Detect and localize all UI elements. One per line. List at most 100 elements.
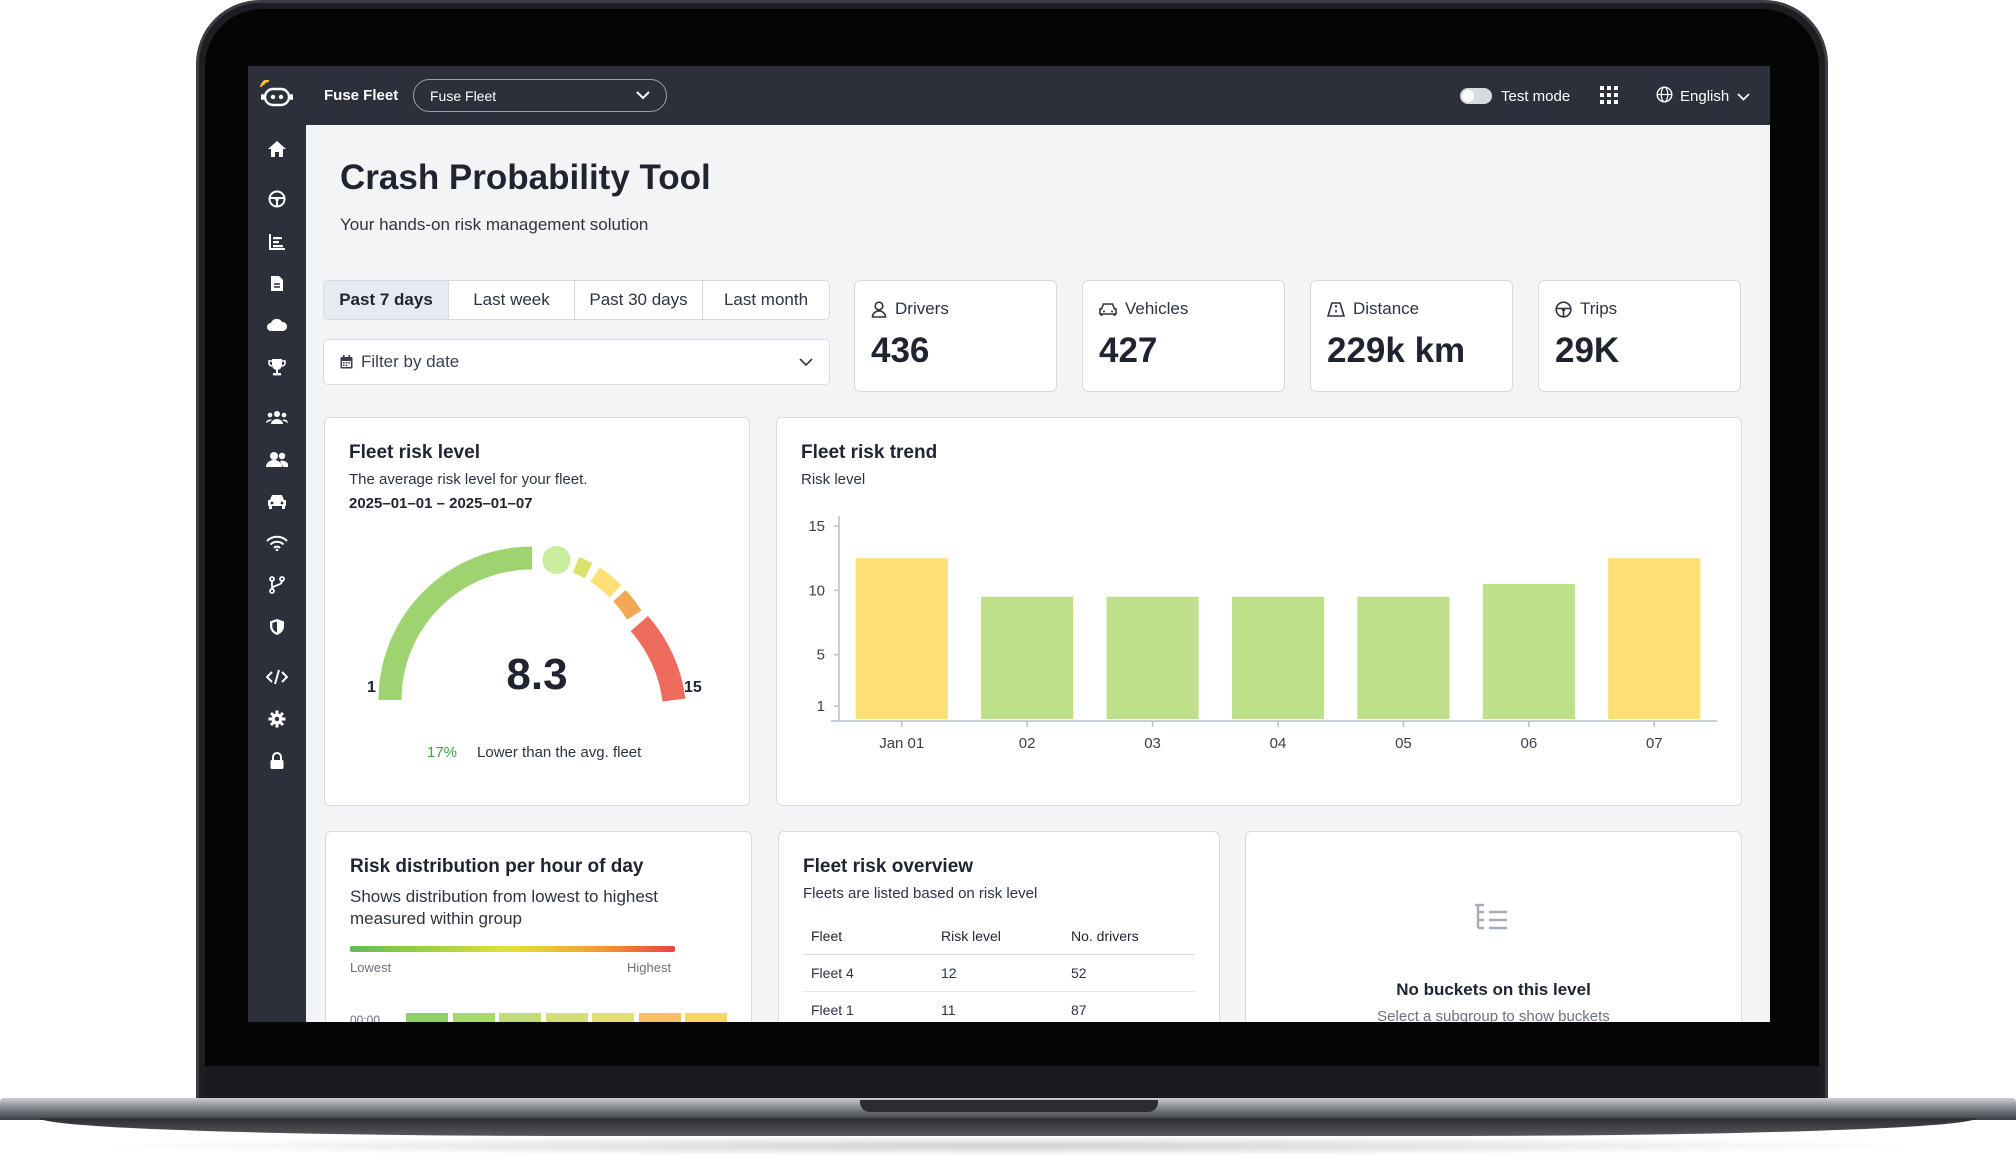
table-cell: 11 xyxy=(933,991,1063,1022)
heat-cell[interactable] xyxy=(592,1013,634,1022)
trend-bar xyxy=(1482,583,1575,719)
table-cell: 52 xyxy=(1063,954,1195,992)
heat-cell[interactable] xyxy=(545,1013,588,1022)
stat-label: Trips xyxy=(1580,299,1618,318)
table-cell: Fleet 4 xyxy=(803,954,933,992)
stat-card-drivers: Drivers 436 xyxy=(854,280,1057,392)
legend-low-label: Lowest xyxy=(350,960,392,975)
card-title: Fleet risk level xyxy=(349,442,480,463)
branch-icon[interactable] xyxy=(265,573,289,597)
table-row[interactable]: Fleet 1 11 87 xyxy=(803,991,1195,1022)
y-tick-label: 1 xyxy=(817,698,825,715)
chevron-down-icon xyxy=(1737,92,1750,101)
top-bar: Fuse Fleet Fuse Fleet Test mode English xyxy=(248,66,1770,125)
column-header[interactable]: Risk level xyxy=(933,928,1063,955)
tab-last-month[interactable]: Last month xyxy=(723,290,809,309)
card-subtitle: Fleets are listed based on risk level xyxy=(803,885,1038,902)
stat-label: Vehicles xyxy=(1125,299,1189,318)
card-title: Risk distribution per hour of day xyxy=(350,856,644,877)
chevron-down-icon xyxy=(636,91,650,100)
tab-past-30-days[interactable]: Past 30 days xyxy=(575,281,703,319)
document-icon[interactable] xyxy=(265,271,289,295)
lock-icon[interactable] xyxy=(265,749,289,773)
fleet-risk-trend-card: Fleet risk trend Risk level 1 5 10 15 Jan 01… xyxy=(776,417,1742,806)
empty-state-title: No buckets on this level xyxy=(1396,980,1591,999)
hour-label: 00:00 xyxy=(350,1013,381,1022)
page-subtitle: Your hands-on risk management solution xyxy=(340,215,649,234)
bar-chart-icon[interactable] xyxy=(265,229,289,253)
stat-label: Drivers xyxy=(895,299,949,318)
laptop-chin xyxy=(205,1066,1819,1104)
column-header[interactable]: No. drivers xyxy=(1063,928,1195,955)
tree-list-icon xyxy=(1475,903,1507,930)
robot-logo-icon[interactable] xyxy=(260,80,294,110)
steering-wheel-icon[interactable] xyxy=(265,187,289,211)
gear-icon[interactable] xyxy=(265,707,289,731)
table-row[interactable]: Fleet 4 12 52 xyxy=(803,954,1195,992)
trophy-icon[interactable] xyxy=(265,355,289,379)
page-title: Crash Probability Tool xyxy=(340,158,711,197)
heat-cell[interactable] xyxy=(499,1013,541,1022)
test-mode-toggle[interactable] xyxy=(1460,88,1492,104)
card-description: Shows distribution from lowest to highes… xyxy=(350,887,659,928)
trend-bar xyxy=(855,558,948,719)
x-tick-label: 06 xyxy=(1521,735,1538,752)
app-screen: Fuse Fleet Fuse Fleet Test mode English xyxy=(248,66,1770,1022)
trend-bar xyxy=(981,596,1074,719)
x-tick-label: 07 xyxy=(1646,735,1663,752)
laptop-shadow xyxy=(80,1136,1936,1156)
x-tick-label: Jan 01 xyxy=(879,735,924,752)
shield-icon[interactable] xyxy=(265,615,289,639)
stat-value: 436 xyxy=(871,331,930,370)
heat-cell[interactable] xyxy=(452,1013,495,1022)
chevron-down-icon xyxy=(799,357,813,366)
tab-past-7-days[interactable]: Past 7 days xyxy=(324,281,449,319)
stat-value: 29K xyxy=(1555,331,1620,370)
stat-card-trips: Trips 29K xyxy=(1538,280,1741,392)
road-icon xyxy=(1327,301,1345,317)
filter-by-date-select[interactable]: Filter by date xyxy=(323,339,830,385)
people-icon[interactable] xyxy=(265,447,289,471)
trend-bar xyxy=(1608,558,1701,719)
risk-gauge xyxy=(378,542,686,702)
fleet-risk-overview-card: Fleet risk overview Fleets are listed ba… xyxy=(778,831,1220,1022)
stat-value: 427 xyxy=(1099,331,1158,370)
gauge-marker xyxy=(538,542,575,578)
home-icon[interactable] xyxy=(265,137,289,161)
car-icon xyxy=(1099,302,1117,316)
x-tick-label: 04 xyxy=(1270,735,1287,752)
code-icon[interactable] xyxy=(265,665,289,689)
tab-last-week[interactable]: Last week xyxy=(449,281,575,319)
comparison-text: Lower than the avg. fleet xyxy=(477,744,642,761)
language-select[interactable]: English xyxy=(1680,88,1750,105)
stat-label: Distance xyxy=(1353,299,1420,318)
gauge-segment-lime xyxy=(572,557,593,579)
heat-cell[interactable] xyxy=(638,1013,681,1022)
y-tick-label: 15 xyxy=(808,518,825,535)
steering-wheel-icon xyxy=(1555,300,1572,318)
gauge-segment-yellow xyxy=(590,567,622,598)
groups-icon[interactable] xyxy=(265,405,289,429)
risk-distribution-card: Risk distribution per hour of day Shows … xyxy=(325,831,752,1022)
apps-grid-icon[interactable] xyxy=(1600,86,1618,104)
fleet-select-value: Fuse Fleet xyxy=(430,87,497,104)
table-cell: 12 xyxy=(933,954,1063,992)
column-header[interactable]: Fleet xyxy=(803,928,933,955)
laptop-base-lower xyxy=(40,1118,1976,1136)
x-tick-label: 03 xyxy=(1144,735,1161,752)
heat-cell[interactable] xyxy=(406,1013,448,1022)
wifi-icon[interactable] xyxy=(265,531,289,555)
date-range: 2025–01–01 – 2025–01–07 xyxy=(349,495,533,512)
language-label: English xyxy=(1680,88,1730,105)
fleet-select[interactable]: Fuse Fleet xyxy=(413,79,667,112)
person-icon xyxy=(871,300,887,318)
gauge-value: 8.3 xyxy=(506,650,568,699)
car-icon[interactable] xyxy=(265,489,289,513)
cloud-icon[interactable] xyxy=(265,313,289,337)
gauge-segment-orange xyxy=(613,589,642,620)
risk-legend-gradient xyxy=(350,946,675,952)
heat-cell[interactable] xyxy=(685,1013,727,1022)
stat-card-distance: Distance 229k km xyxy=(1310,280,1513,392)
laptop-notch xyxy=(860,1100,1158,1112)
